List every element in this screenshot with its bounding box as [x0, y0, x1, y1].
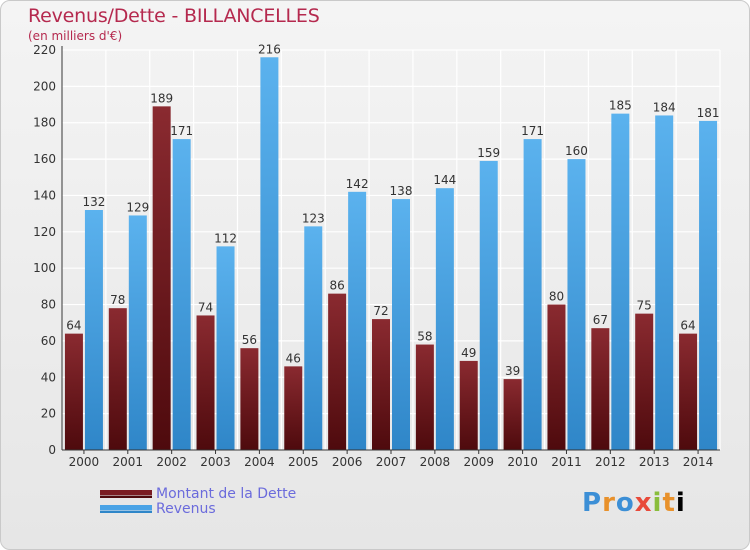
bar-debt-2002 — [152, 106, 171, 450]
data-label-debt-2002: 189 — [150, 91, 173, 105]
legend-swatch-revenue — [100, 504, 152, 513]
data-label-revenue-2007: 138 — [390, 184, 413, 198]
data-label-debt-2014: 64 — [680, 319, 695, 333]
y-tick-label: 80 — [41, 298, 56, 312]
bar-debt-2013 — [635, 313, 654, 450]
y-tick-label: 160 — [33, 152, 56, 166]
data-label-debt-2009: 49 — [461, 346, 476, 360]
legend: Montant de la Dette Revenus — [100, 485, 297, 517]
legend-swatch-debt — [100, 489, 152, 498]
data-label-revenue-2000: 132 — [82, 195, 105, 209]
y-tick-label: 120 — [33, 225, 56, 239]
x-tick-label: 2014 — [683, 455, 714, 469]
data-label-revenue-2003: 112 — [214, 231, 237, 245]
y-tick-label: 220 — [33, 43, 56, 57]
data-label-revenue-2004: 216 — [258, 42, 281, 56]
bar-debt-2008 — [415, 344, 434, 450]
data-label-revenue-2010: 171 — [521, 124, 544, 138]
data-label-debt-2013: 75 — [637, 299, 652, 313]
bar-debt-2012 — [591, 328, 610, 450]
bar-debt-2005 — [284, 366, 303, 450]
data-label-revenue-2013: 184 — [653, 100, 676, 114]
data-label-revenue-2014: 181 — [697, 106, 720, 120]
data-label-debt-2007: 72 — [373, 304, 388, 318]
x-tick-label: 2010 — [507, 455, 538, 469]
bar-revenue-2007 — [392, 199, 410, 450]
bar-revenue-2009 — [479, 160, 498, 450]
data-label-debt-2012: 67 — [593, 313, 608, 327]
chart-title: Revenus/Dette - BILLANCELLES — [28, 5, 320, 27]
x-tick-label: 2005 — [288, 455, 319, 469]
data-label-revenue-2001: 129 — [126, 200, 149, 214]
bar-debt-2014 — [679, 333, 698, 450]
data-label-revenue-2009: 159 — [477, 146, 500, 160]
bar-revenue-2001 — [128, 215, 147, 450]
bar-debt-2007 — [372, 319, 390, 450]
legend-item-revenue: Revenus — [100, 500, 296, 517]
data-label-revenue-2008: 144 — [433, 173, 456, 187]
data-label-revenue-2011: 160 — [565, 144, 588, 158]
y-tick-label: 100 — [33, 261, 56, 275]
legend-label-revenue: Revenus — [156, 500, 216, 517]
bar-revenue-2011 — [567, 159, 586, 450]
data-label-revenue-2006: 142 — [346, 177, 369, 191]
data-label-revenue-2002: 171 — [170, 124, 193, 138]
x-tick-label: 2009 — [463, 455, 494, 469]
bar-revenue-2005 — [304, 226, 323, 450]
data-label-debt-2011: 80 — [549, 290, 564, 304]
bar-revenue-2013 — [655, 115, 674, 451]
bar-debt-2004 — [240, 348, 259, 450]
x-tick-label: 2002 — [156, 455, 187, 469]
y-tick-label: 0 — [48, 443, 56, 457]
data-label-revenue-2005: 123 — [302, 211, 325, 225]
proxiti-logo: Proxiti — [582, 488, 686, 518]
data-label-debt-2001: 78 — [110, 293, 125, 307]
bar-debt-2001 — [108, 308, 127, 450]
data-label-debt-2008: 58 — [417, 330, 432, 344]
data-label-debt-2006: 86 — [329, 279, 344, 293]
x-tick-label: 2004 — [244, 455, 275, 469]
x-tick-label: 2013 — [639, 455, 670, 469]
y-tick-label: 20 — [41, 407, 56, 421]
x-tick-label: 2006 — [332, 455, 363, 469]
bar-debt-2003 — [196, 315, 215, 450]
bar-revenue-2012 — [611, 113, 630, 451]
bar-debt-2011 — [547, 304, 566, 450]
bar-debt-2000 — [64, 333, 83, 450]
y-tick-label: 180 — [33, 116, 56, 130]
bar-revenue-2003 — [216, 246, 235, 450]
bar-debt-2009 — [459, 360, 478, 450]
bar-debt-2010 — [503, 379, 522, 450]
data-label-debt-2005: 46 — [286, 351, 301, 365]
chart-subtitle: (en milliers d'€) — [28, 29, 123, 43]
data-label-debt-2000: 64 — [66, 319, 81, 333]
x-tick-label: 2012 — [595, 455, 626, 469]
bar-debt-2006 — [328, 293, 347, 450]
x-tick-label: 2008 — [420, 455, 451, 469]
y-tick-label: 40 — [41, 370, 56, 384]
x-tick-label: 2001 — [113, 455, 144, 469]
bar-revenue-2008 — [435, 188, 454, 450]
data-label-revenue-2012: 185 — [609, 99, 632, 113]
legend-item-debt: Montant de la Dette — [100, 485, 297, 502]
data-label-debt-2003: 74 — [198, 300, 213, 314]
legend-label-debt: Montant de la Dette — [156, 485, 297, 502]
bar-revenue-2004 — [260, 57, 279, 450]
data-label-debt-2004: 56 — [242, 333, 257, 347]
bar-revenue-2014 — [699, 120, 718, 450]
x-tick-label: 2011 — [551, 455, 582, 469]
bar-revenue-2000 — [84, 210, 103, 450]
data-label-debt-2010: 39 — [505, 364, 520, 378]
bar-revenue-2006 — [348, 191, 367, 450]
y-tick-label: 60 — [41, 334, 56, 348]
y-tick-label: 140 — [33, 188, 56, 202]
y-tick-label: 200 — [33, 79, 56, 93]
bar-revenue-2010 — [523, 139, 542, 450]
x-tick-label: 2003 — [200, 455, 231, 469]
x-tick-label: 2007 — [376, 455, 407, 469]
bar-revenue-2002 — [172, 139, 191, 450]
x-tick-label: 2000 — [69, 455, 100, 469]
